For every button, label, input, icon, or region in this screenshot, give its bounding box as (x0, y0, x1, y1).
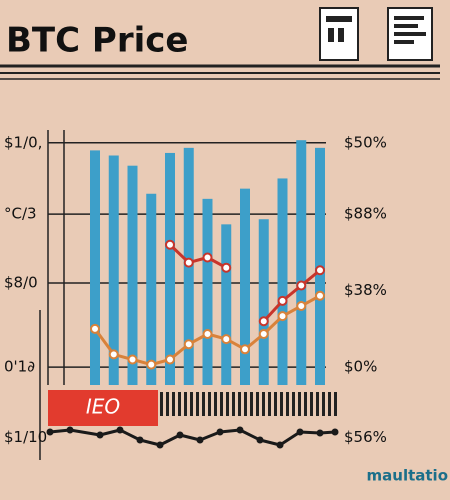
y2-tick-label: $88% (344, 205, 387, 223)
barcode-bar (202, 392, 205, 416)
point (127, 354, 138, 365)
point (156, 441, 164, 449)
y-tick-label: 0'1∂ (4, 358, 35, 376)
point (240, 344, 250, 355)
barcode-bar (226, 392, 229, 416)
barcode-bar (322, 392, 325, 416)
bar (146, 193, 157, 385)
point (66, 426, 74, 434)
barcode-bar (286, 392, 289, 416)
y-tick-label: $8/0 (4, 274, 38, 292)
point (276, 441, 284, 449)
title-rules (0, 64, 440, 80)
barcode-bar (250, 392, 253, 416)
barcode-bar (328, 392, 331, 416)
bar (90, 150, 100, 385)
y-tick-label: °C/3 (4, 205, 37, 223)
point (216, 428, 224, 436)
barcode-bar (268, 392, 271, 416)
y2-tick-label: $50% (344, 133, 387, 151)
barcode-bar (256, 392, 259, 416)
y2-tick-label: $38% (344, 281, 387, 299)
point (90, 323, 100, 334)
point (146, 359, 157, 370)
chart-title: BTC Price (6, 21, 188, 61)
barcode-bar (208, 392, 211, 416)
barcode-bar (304, 392, 307, 416)
point (296, 300, 307, 311)
bar (277, 178, 288, 385)
point (46, 428, 54, 436)
point (136, 436, 144, 444)
barcode-bar (298, 392, 301, 416)
point (165, 354, 175, 365)
bar (258, 219, 269, 385)
point (296, 428, 304, 436)
point (315, 290, 325, 301)
barcode-bar (184, 392, 187, 416)
point (296, 280, 307, 291)
point (258, 329, 269, 339)
point (236, 426, 244, 434)
point (256, 436, 264, 444)
watermark: maultatio (367, 467, 448, 485)
axis-lines (39, 130, 65, 460)
barcode-bar (178, 392, 181, 416)
barcode-bar (334, 392, 337, 416)
bar (202, 198, 213, 385)
barcode-bar (232, 392, 235, 416)
bar (221, 224, 232, 385)
bar (108, 155, 119, 385)
barcode-bar (238, 392, 241, 416)
box-label: IEO (86, 395, 120, 419)
bar (296, 140, 307, 385)
point (116, 426, 124, 434)
y-tick-label: $1/0, (4, 133, 42, 151)
point (202, 252, 213, 263)
point (108, 349, 119, 360)
barcode-bar (262, 392, 265, 416)
y2-tick-label: $0% (344, 358, 377, 376)
barcode-bar (316, 392, 319, 416)
barcode-bar (214, 392, 217, 416)
point (202, 329, 213, 339)
point (183, 339, 194, 350)
line (168, 243, 321, 323)
bar (240, 188, 250, 385)
barcode-bar (310, 392, 313, 416)
barcode-bar (196, 392, 199, 416)
y2-tick-label: $56% (344, 428, 387, 446)
barcode-bar (166, 392, 169, 416)
point (277, 295, 288, 306)
point (183, 257, 194, 268)
point (331, 428, 339, 436)
point (176, 431, 184, 439)
point (221, 334, 232, 345)
barcode-bar (244, 392, 247, 416)
header-icons (319, 7, 433, 61)
label-box (48, 390, 158, 426)
point (258, 316, 269, 327)
point (315, 265, 325, 276)
barcode-bar (220, 392, 223, 416)
barcode-bar (172, 392, 175, 416)
point (221, 262, 232, 273)
barcode (160, 392, 337, 416)
bar (165, 152, 175, 385)
point (196, 436, 204, 444)
point (96, 431, 104, 439)
y-tick-label: $1/10 (4, 428, 47, 446)
barcode-bar (274, 392, 277, 416)
point (277, 311, 288, 322)
barcode-bar (292, 392, 295, 416)
point (316, 429, 324, 437)
barcode-bar (280, 392, 283, 416)
point (165, 239, 175, 250)
bar (127, 165, 138, 385)
barcode-bar (190, 392, 193, 416)
barcode-bar (160, 392, 163, 416)
